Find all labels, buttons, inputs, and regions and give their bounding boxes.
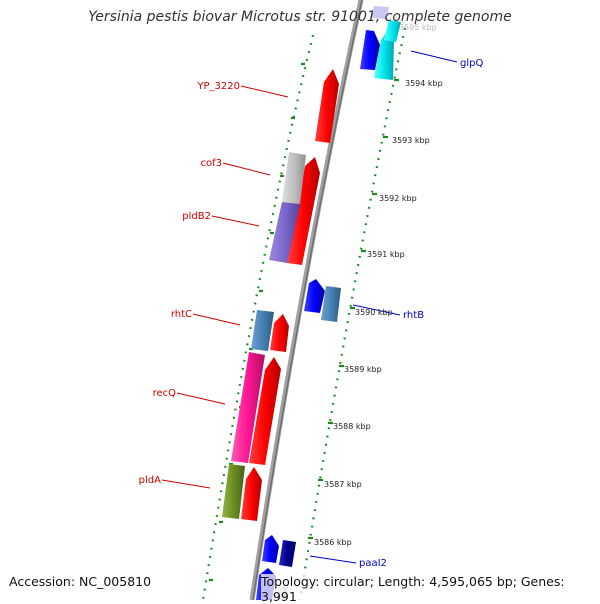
scale-label: 3590 kbp: [355, 308, 393, 317]
inner-major-ticks: [209, 62, 305, 582]
scale-label: 3591 kbp: [367, 250, 405, 259]
cds-glpQ: [374, 30, 394, 80]
gene-label-rhtC[interactable]: rhtC: [171, 309, 192, 320]
scale-label: 3594 kbp: [405, 79, 443, 88]
gene-label-cof3[interactable]: cof3: [201, 158, 223, 169]
genome-title: Yersinia pestis biovar Microtus str. 910…: [88, 9, 512, 25]
cds-pldA: [222, 464, 245, 519]
cds-glpQ-2: [384, 20, 401, 42]
scale-label: 3592 kbp: [379, 194, 417, 203]
cds-pldB2: [269, 202, 300, 263]
gene-label-YP_3220[interactable]: YP_3220: [196, 81, 240, 92]
gene-label-pldA[interactable]: pldA: [139, 475, 161, 486]
scale-label: 3593 kbp: [392, 136, 430, 145]
gene-label-pldB2[interactable]: pldB2: [182, 211, 211, 222]
cds-rhtC-forward: [270, 314, 289, 352]
inner-dotted-ring: [201, 34, 315, 600]
cds-paaI2: [279, 540, 296, 567]
genome-backbone: [249, 0, 364, 600]
cds-rhtB-1: [304, 279, 325, 313]
scale-label: 3586 kbp: [314, 538, 352, 547]
genome-backbone-shade: [252, 0, 363, 600]
cds-recQ: [231, 352, 265, 463]
outer-dotted-ring: [298, 27, 407, 600]
inner-cds-track: [222, 152, 306, 519]
accession-label: Accession: NC_005810: [9, 574, 152, 589]
gene-label-paaI2[interactable]: paaI2: [359, 558, 387, 569]
scale-label: 3588 kbp: [333, 422, 371, 431]
cds-glpQ-upper: [360, 30, 380, 70]
cds-rhtB: [321, 286, 341, 322]
cds-paaI2-1: [262, 535, 279, 563]
cds-cof3: [282, 152, 306, 204]
right-gene-labels: glpQ rhtB paaI2: [359, 58, 483, 569]
cds-recQ-forward: [249, 357, 281, 465]
topology-label: Topology: circular; Length: 4,595,065 bp…: [261, 574, 600, 604]
scale-label: 3589 kbp: [344, 365, 382, 374]
cds-pldA-forward: [241, 467, 262, 521]
gene-label-rhtB[interactable]: rhtB: [403, 310, 424, 321]
scale-label: 3595 kbp: [399, 23, 437, 32]
left-leader-lines: [161, 85, 289, 489]
scale-label: 3587 kbp: [324, 480, 362, 489]
gene-label-recQ[interactable]: recQ: [153, 388, 177, 399]
cds-rhtC: [251, 310, 274, 351]
cds-YP_3220: [315, 69, 339, 143]
forward-cds-track: [241, 69, 339, 521]
left-gene-labels: YP_3220 cof3 pldB2 rhtC recQ pldA: [139, 81, 240, 486]
cds-glpQ-ghost: [371, 6, 389, 19]
gene-label-glpQ[interactable]: glpQ: [460, 58, 483, 69]
cds-cof3-forward: [287, 157, 320, 265]
scale-labels: 3595 kbp 3594 kbp 3593 kbp 3592 kbp 3591…: [314, 23, 443, 547]
right-leader-lines: [309, 50, 458, 564]
outer-major-ticks: [308, 78, 399, 540]
